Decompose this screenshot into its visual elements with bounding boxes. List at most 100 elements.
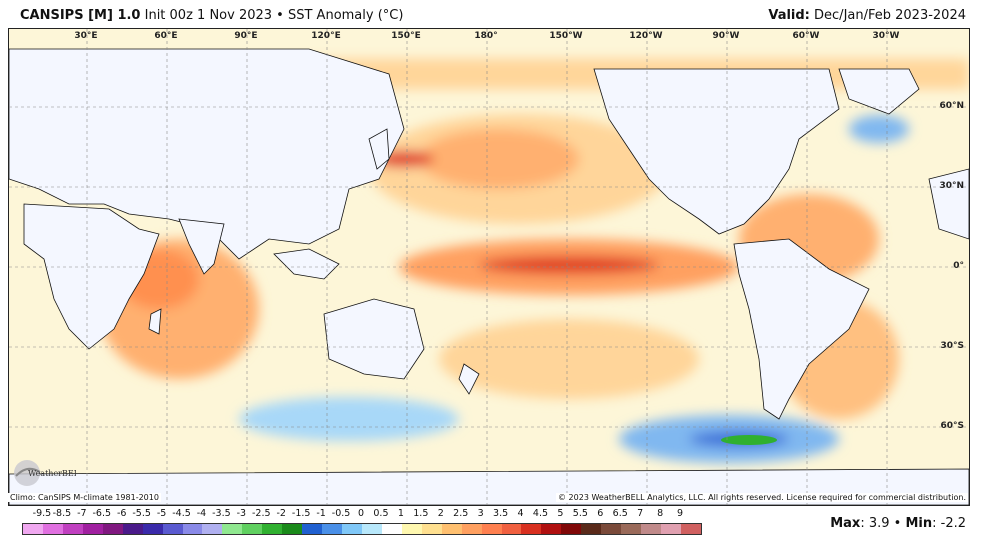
- colorbar-label: -5.5: [132, 508, 151, 519]
- colorbar-swatch: [401, 524, 422, 534]
- colorbar-swatch: [302, 524, 323, 534]
- colorbar-swatch: [282, 524, 303, 534]
- colorbar-swatch: [581, 524, 602, 534]
- colorbar-swatch: [162, 524, 183, 534]
- colorbar-label: 6.5: [612, 508, 628, 519]
- land-north-america: [593, 68, 840, 235]
- title-bullet: •: [276, 8, 284, 23]
- colorbar-swatch: [561, 524, 582, 534]
- colorbar-swatch: [202, 524, 223, 534]
- colorbar-label: 9: [677, 508, 684, 519]
- colorbar-label: -7: [77, 508, 87, 519]
- init-time: Init 00z 1 Nov 2023: [144, 8, 273, 23]
- colorbar-label: -9.5: [32, 508, 52, 519]
- land-south-america: [733, 238, 870, 420]
- min-value: : -2.2: [932, 516, 966, 531]
- weatherbell-logo: WeatherBELL: [14, 460, 76, 486]
- anomaly-nw-atlantic-cool: [849, 115, 909, 143]
- colorbar-label: -6: [116, 508, 127, 519]
- colorbar-label: -8.5: [52, 508, 72, 519]
- colorbar-label: -2: [276, 508, 286, 519]
- colorbar-swatch: [381, 524, 402, 534]
- lat-label-30n: 30°N: [939, 181, 964, 191]
- min-label: Min: [905, 516, 933, 531]
- lon-label-60e: 60°E: [154, 31, 178, 41]
- colorbar-label: -1.5: [291, 508, 311, 519]
- valid-value: Dec/Jan/Feb 2023-2024: [814, 8, 966, 23]
- lon-label-120w: 120°W: [629, 31, 663, 41]
- colorbar-swatch: [23, 524, 43, 534]
- colorbar-label: -5: [156, 508, 167, 519]
- copyright-note: © 2023 WeatherBELL Analytics, LLC. All r…: [556, 493, 968, 502]
- colorbar-swatch: [421, 524, 442, 534]
- colorbar-labels: -9.5 -8.5 -7 -6.5 -6 -5.5 -5 -4.5 -4 -3.5 -3 -2.5 -2…: [22, 508, 700, 522]
- colorbar-swatch: [82, 524, 103, 534]
- colorbar-label: 5: [557, 508, 564, 519]
- lat-label-60n: 60°N: [939, 101, 964, 111]
- colorbar-swatch: [242, 524, 263, 534]
- anomaly-npac-core: [419, 129, 579, 189]
- colorbar-swatch: [322, 524, 342, 534]
- colorbar-swatch: [262, 524, 283, 534]
- colorbar: -9.5 -8.5 -7 -6.5 -6 -5.5 -5 -4.5 -4 -3.5 -3 -2.5 -2…: [22, 508, 702, 546]
- colorbar-swatch: [481, 524, 502, 534]
- stats-bullet: •: [893, 516, 902, 531]
- anomaly-southern-cool-1: [239, 397, 459, 441]
- map-title: CANSIPS [M] 1.0 Init 00z 1 Nov 2023 • SS…: [20, 8, 403, 23]
- colorbar-swatch: [541, 524, 562, 534]
- colorbar-swatch: [661, 524, 681, 534]
- logo-text: WeatherBELL: [28, 469, 76, 478]
- land-africa: [23, 203, 160, 350]
- colorbar-swatch: [621, 524, 642, 534]
- colorbar-label: 4: [517, 508, 524, 519]
- land-madagascar: [148, 308, 162, 335]
- lon-label-30e: 30°E: [74, 31, 98, 41]
- land-west-africa-edge: [928, 168, 969, 240]
- land-greenland: [838, 68, 920, 115]
- header: CANSIPS [M] 1.0 Init 00z 1 Nov 2023 • SS…: [0, 0, 984, 30]
- land-india: [178, 218, 225, 275]
- colorbar-swatches: [22, 523, 702, 535]
- lat-label-0: 0°: [953, 261, 964, 271]
- colorbar-swatch: [601, 524, 622, 534]
- field-name: SST Anomaly (°C): [287, 8, 404, 23]
- max-label: Max: [830, 516, 861, 531]
- colorbar-swatch: [122, 524, 143, 534]
- colorbar-label: -6.5: [92, 508, 112, 519]
- lat-label-30s: 30°S: [940, 341, 964, 351]
- colorbar-swatch: [641, 524, 661, 534]
- colorbar-swatch: [361, 524, 382, 534]
- colorbar-label: 1.5: [413, 508, 429, 519]
- colorbar-swatch: [441, 524, 462, 534]
- colorbar-swatch: [521, 524, 542, 534]
- colorbar-label: 1: [397, 508, 404, 519]
- colorbar-swatch: [182, 524, 203, 534]
- model-name: CANSIPS [M] 1.0: [20, 8, 141, 23]
- land-australia: [323, 298, 425, 380]
- lon-label-120e: 120°E: [311, 31, 341, 41]
- land-se-asia: [273, 248, 340, 280]
- anomaly-green-patch: [721, 435, 777, 445]
- lon-label-60w: 60°W: [792, 31, 820, 41]
- colorbar-swatch: [142, 524, 163, 534]
- colorbar-label: 0: [357, 508, 365, 519]
- colorbar-label: 5.5: [572, 508, 588, 519]
- sst-anomaly-map: [8, 28, 970, 506]
- anomaly-enso-core: [479, 256, 659, 274]
- colorbar-label: 2.5: [453, 508, 469, 519]
- colorbar-label: -3: [236, 508, 247, 519]
- colorbar-label: -4: [196, 508, 207, 519]
- lon-label-90e: 90°E: [234, 31, 258, 41]
- map-graphic: [9, 29, 969, 505]
- colorbar-swatch: [42, 524, 63, 534]
- lon-label-150w: 150°W: [549, 31, 583, 41]
- colorbar-label: 3: [477, 508, 484, 519]
- lon-label-30w: 30°W: [872, 31, 900, 41]
- valid-label: Valid:: [768, 8, 810, 23]
- colorbar-label: 0.5: [373, 508, 389, 519]
- colorbar-label: -0.5: [331, 508, 351, 519]
- lat-label-60s: 60°S: [940, 421, 964, 431]
- colorbar-label: 2: [437, 508, 444, 519]
- stats-readout: Max: 3.9 • Min: -2.2: [830, 516, 966, 531]
- anomaly-s-pacific: [439, 319, 699, 399]
